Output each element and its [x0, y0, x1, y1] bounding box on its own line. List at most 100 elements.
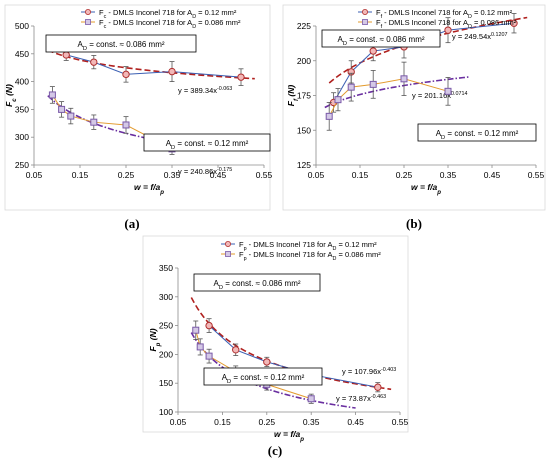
data-point	[90, 58, 98, 66]
data-point	[347, 83, 355, 91]
y-axis-label: Ff (N)	[286, 85, 300, 107]
x-tick-label: 0.55	[392, 417, 409, 427]
y-tick-label: 125	[297, 160, 311, 170]
data-point	[444, 87, 452, 95]
legend-entry: Ff - DMLS Inconel 718 for AD = 0.12 mm²	[376, 8, 513, 20]
data-point	[374, 383, 382, 391]
x-tick-label: 0.15	[72, 170, 89, 180]
legend-marker	[85, 19, 91, 25]
annotation-text: AD = const. ≈ 0.12 mm²	[436, 129, 519, 141]
data-point	[400, 75, 408, 83]
legend-marker	[225, 251, 231, 257]
data-point	[307, 395, 315, 403]
data-point	[444, 26, 452, 34]
data-point	[192, 326, 200, 334]
data-point	[168, 67, 176, 76]
x-tick-label: 0.05	[308, 170, 325, 180]
x-axis-label: w = f/ap	[274, 429, 304, 443]
annotation-box	[417, 123, 537, 142]
fit-equation-label: y = 389.34x-0.063	[178, 86, 232, 95]
y-tick-label: 400	[15, 77, 29, 87]
data-point	[122, 70, 130, 79]
x-tick-label: 0.05	[170, 417, 187, 427]
annotation-text: AD = const. ≈ 0.086 mm²	[77, 40, 164, 52]
fit-equation-label: y = 201.16x0.0714	[412, 91, 468, 100]
data-point	[369, 80, 377, 88]
legend-entry: Fc - DMLS Inconel 718 for AD = 0.12 mm²	[99, 8, 237, 20]
legend-marker	[224, 240, 231, 247]
y-tick-label: 150	[159, 378, 173, 388]
annotation-text: AD = const. ≈ 0.086 mm²	[213, 279, 300, 291]
annotation-box	[193, 273, 321, 292]
annotation-text: AD = const. ≈ 0.12 mm²	[166, 139, 249, 151]
x-tick-label: 0.45	[484, 170, 501, 180]
x-tick-label: 0.55	[256, 170, 273, 180]
y-axis-label: Fp (N)	[148, 328, 162, 351]
data-point	[90, 118, 98, 126]
legend-marker	[85, 8, 92, 15]
data-point	[232, 346, 240, 354]
x-tick-label: 0.25	[259, 417, 276, 427]
chart-panel-1: 0.05 0.15 0.25 0.35 0.45 0.55 250 300 350 400 450 5…	[4, 4, 273, 211]
x-tick-label: 0.45	[347, 417, 364, 427]
x-tick-label: 0.35	[164, 170, 181, 180]
y-tick-label: 150	[297, 125, 311, 135]
annotation-box	[321, 29, 441, 48]
y-tick-label: 250	[15, 160, 29, 170]
x-tick-label: 0.45	[210, 170, 227, 180]
y-tick-label: 300	[159, 292, 173, 302]
fit-equation-label: y = 73.87x-0.463	[336, 394, 386, 403]
annotation-text: AD = const. ≈ 0.086 mm²	[337, 35, 424, 47]
data-point	[334, 96, 342, 104]
fit-equation-label: y = 240.86x-0.175	[178, 167, 232, 176]
x-tick-label: 0.15	[214, 417, 231, 427]
y-tick-label: 350	[15, 104, 29, 114]
data-point	[67, 112, 75, 120]
x-tick-label: 0.25	[396, 170, 413, 180]
y-tick-label: 450	[15, 49, 29, 59]
data-point	[48, 91, 56, 99]
y-tick-label: 100	[159, 407, 173, 417]
y-tick-label: 250	[159, 321, 173, 331]
legend-marker	[362, 19, 368, 25]
fit-curve-2	[324, 76, 471, 109]
data-point	[122, 121, 130, 129]
y-tick-label: 225	[297, 21, 311, 31]
y-tick-label: 500	[15, 21, 29, 31]
x-tick-label: 0.35	[303, 417, 320, 427]
x-axis-label: w = f/ap	[411, 182, 441, 196]
data-point	[263, 358, 271, 366]
x-tick-label: 0.25	[118, 170, 135, 180]
data-point	[325, 112, 333, 120]
fit-curve-1	[47, 49, 255, 80]
panel-letter: (a)	[124, 216, 139, 231]
x-axis-label: w = f/ap	[134, 182, 164, 196]
panel-frame	[142, 235, 409, 433]
annotation-box	[45, 34, 197, 53]
y-tick-label: 200	[159, 349, 173, 359]
data-point	[205, 352, 213, 360]
legend-entry: Fp - DMLS Inconel 718 for AD = 0.086 mm²	[239, 250, 381, 262]
data-point	[196, 343, 204, 351]
data-point	[58, 105, 66, 113]
chart-panel-3: 0.05 0.15 0.25 0.35 0.45 0.55 100 150 200 250 300 3…	[142, 235, 409, 443]
x-tick-label: 0.35	[440, 170, 457, 180]
y-tick-label: 300	[15, 132, 29, 142]
y-axis-label: Fc (N)	[4, 84, 18, 107]
data-point	[510, 19, 518, 27]
panel-letter: (b)	[406, 216, 422, 231]
x-tick-label: 0.05	[26, 170, 43, 180]
y-tick-label: 200	[297, 56, 311, 66]
legend-marker	[361, 8, 368, 15]
x-tick-label: 0.15	[352, 170, 369, 180]
panel-letter: (c)	[268, 443, 282, 458]
data-point	[369, 47, 377, 55]
annotation-box	[143, 133, 271, 152]
chart-panel-2: 0.05 0.15 0.25 0.35 0.45 0.55 125 150 175 200 225 w…	[282, 4, 546, 211]
legend-entry: Fc - DMLS Inconel 718 for AD = 0.086 mm²	[99, 18, 241, 30]
fit-equation-label: y = 249.54x0.1207	[452, 32, 508, 41]
data-point	[237, 73, 245, 81]
y-tick-label: 350	[159, 263, 173, 273]
annotation-box	[203, 367, 323, 386]
